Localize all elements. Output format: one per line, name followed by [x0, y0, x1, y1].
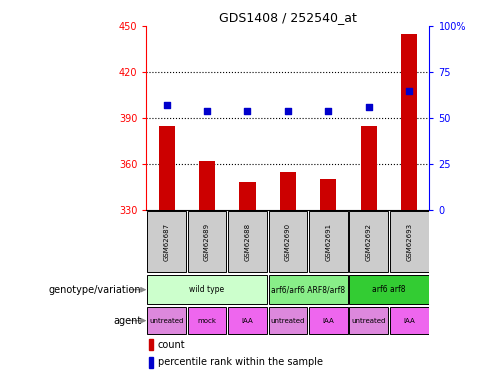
Bar — [188, 307, 226, 334]
Text: genotype/variation: genotype/variation — [49, 285, 142, 295]
Point — [406, 88, 413, 94]
Bar — [390, 307, 428, 334]
Point — [244, 108, 251, 114]
Text: untreated: untreated — [149, 318, 184, 324]
Text: mock: mock — [198, 318, 217, 324]
Bar — [361, 126, 377, 210]
Text: wild type: wild type — [189, 285, 224, 294]
Text: IAA: IAA — [323, 318, 334, 324]
Text: GSM62690: GSM62690 — [285, 223, 291, 261]
Text: untreated: untreated — [271, 318, 305, 324]
Text: GSM62693: GSM62693 — [406, 223, 412, 261]
Title: GDS1408 / 252540_at: GDS1408 / 252540_at — [219, 11, 357, 24]
Bar — [147, 211, 186, 273]
Bar — [401, 34, 417, 210]
Text: arf6 arf8: arf6 arf8 — [372, 285, 406, 294]
Point — [203, 108, 211, 114]
Text: percentile rank within the sample: percentile rank within the sample — [158, 357, 323, 368]
Bar — [159, 126, 175, 210]
Bar — [149, 357, 153, 368]
Bar — [228, 307, 267, 334]
Bar — [349, 211, 388, 273]
Bar — [349, 307, 388, 334]
Bar — [309, 211, 348, 273]
Text: IAA: IAA — [404, 318, 415, 324]
Bar — [268, 211, 307, 273]
Bar — [147, 307, 186, 334]
Text: GSM62688: GSM62688 — [244, 223, 250, 261]
Bar — [309, 307, 348, 334]
Point — [325, 108, 332, 114]
Bar — [240, 183, 256, 210]
Point — [365, 104, 373, 110]
Text: GSM62689: GSM62689 — [204, 223, 210, 261]
Bar — [349, 275, 428, 304]
Text: GSM62691: GSM62691 — [325, 223, 331, 261]
Text: arf6/arf6 ARF8/arf8: arf6/arf6 ARF8/arf8 — [271, 285, 345, 294]
Text: agent: agent — [113, 316, 142, 326]
Text: GSM62687: GSM62687 — [163, 223, 170, 261]
Bar — [199, 161, 215, 210]
Text: untreated: untreated — [351, 318, 386, 324]
Bar — [147, 275, 267, 304]
Point — [163, 102, 170, 108]
Text: GSM62692: GSM62692 — [366, 223, 372, 261]
Bar — [268, 307, 307, 334]
Bar — [280, 172, 296, 210]
Bar — [268, 275, 348, 304]
Text: count: count — [158, 339, 185, 350]
Text: IAA: IAA — [242, 318, 253, 324]
Bar — [228, 211, 267, 273]
Point — [284, 108, 292, 114]
Bar — [320, 179, 336, 210]
Bar — [390, 211, 428, 273]
Bar — [149, 339, 153, 350]
Bar — [188, 211, 226, 273]
